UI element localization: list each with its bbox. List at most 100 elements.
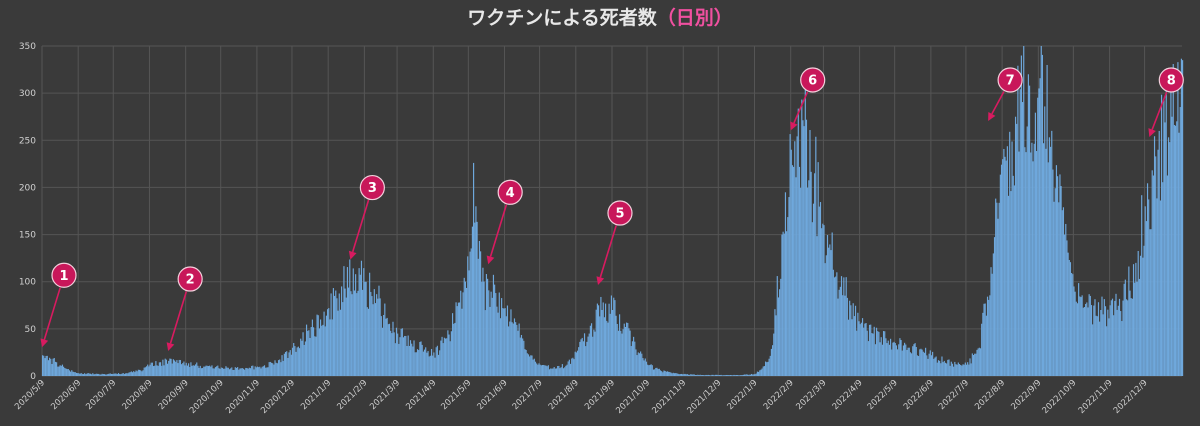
bar xyxy=(718,375,720,376)
bar xyxy=(828,247,830,376)
bar xyxy=(1072,274,1074,376)
bar xyxy=(133,371,135,376)
bar xyxy=(823,225,825,376)
bar xyxy=(578,347,580,376)
bar xyxy=(894,343,896,376)
bar xyxy=(579,341,581,376)
bar xyxy=(517,330,519,376)
bar xyxy=(793,166,795,376)
bar xyxy=(761,368,763,376)
bar xyxy=(480,251,482,376)
bar xyxy=(1065,223,1067,376)
bar xyxy=(1129,290,1131,376)
bar xyxy=(482,267,484,376)
bar xyxy=(143,367,145,376)
bar xyxy=(436,345,438,376)
bar xyxy=(758,371,760,376)
bar xyxy=(982,312,984,376)
bar xyxy=(349,259,351,376)
bar xyxy=(789,134,791,376)
bar xyxy=(519,337,521,376)
x-tick-label: 2022/5/9 xyxy=(866,378,900,412)
bar xyxy=(461,308,463,376)
bar xyxy=(804,77,806,376)
bar xyxy=(1101,296,1103,376)
bar xyxy=(442,343,444,376)
bar xyxy=(951,363,954,376)
bar xyxy=(788,197,790,376)
bar xyxy=(1109,305,1111,376)
bar xyxy=(284,352,287,376)
bar xyxy=(421,344,423,376)
bar xyxy=(481,281,483,376)
bar xyxy=(871,333,873,376)
annotation-arrow xyxy=(43,287,61,340)
bar xyxy=(325,315,327,376)
bar xyxy=(94,374,96,376)
bar xyxy=(878,331,880,376)
bar xyxy=(954,361,956,376)
bar xyxy=(315,336,317,376)
bar xyxy=(1007,195,1010,376)
bar xyxy=(288,352,290,376)
bar xyxy=(1174,125,1177,376)
bar xyxy=(839,286,841,376)
annotation-label: 4 xyxy=(506,186,515,201)
bar xyxy=(652,369,655,376)
bar xyxy=(796,136,798,376)
bar xyxy=(345,297,347,376)
bar xyxy=(666,371,669,376)
bar xyxy=(964,362,966,376)
bar xyxy=(314,336,316,376)
bar xyxy=(82,374,85,376)
bar xyxy=(745,374,747,376)
bar xyxy=(983,303,985,376)
bar xyxy=(614,300,616,376)
bar xyxy=(99,374,101,376)
bar xyxy=(753,374,755,376)
bar xyxy=(1167,137,1170,376)
bar xyxy=(473,162,475,376)
bar xyxy=(843,277,845,376)
bar xyxy=(274,360,276,376)
bar xyxy=(158,362,160,376)
bar xyxy=(498,292,500,376)
bar xyxy=(682,374,684,376)
bar xyxy=(342,302,344,376)
bar xyxy=(995,198,997,376)
bar xyxy=(1032,161,1034,376)
bar xyxy=(558,365,560,376)
bar xyxy=(295,351,297,376)
bar xyxy=(296,347,298,376)
bar xyxy=(885,338,887,376)
bar xyxy=(795,177,797,376)
bar xyxy=(875,327,878,376)
bar xyxy=(80,372,82,376)
bar xyxy=(552,368,554,376)
bar xyxy=(533,358,535,376)
bar xyxy=(637,352,639,376)
bar xyxy=(161,365,163,376)
bar xyxy=(712,374,714,376)
bar xyxy=(972,354,975,376)
annotation-arrowhead xyxy=(486,255,495,265)
bar xyxy=(192,365,194,376)
bar xyxy=(394,343,396,376)
bar xyxy=(297,346,299,376)
bar xyxy=(1018,151,1020,376)
bar xyxy=(562,368,565,376)
bar xyxy=(141,371,143,376)
bar xyxy=(818,206,820,376)
bar xyxy=(720,374,722,376)
bar xyxy=(811,222,813,376)
bar xyxy=(408,345,410,376)
bar xyxy=(936,362,938,376)
bar xyxy=(786,231,788,376)
bar xyxy=(383,315,385,376)
bar xyxy=(755,373,757,376)
bar xyxy=(658,368,660,376)
bar xyxy=(317,315,319,376)
bar xyxy=(547,365,549,376)
bar xyxy=(604,303,607,376)
bar xyxy=(227,367,229,376)
